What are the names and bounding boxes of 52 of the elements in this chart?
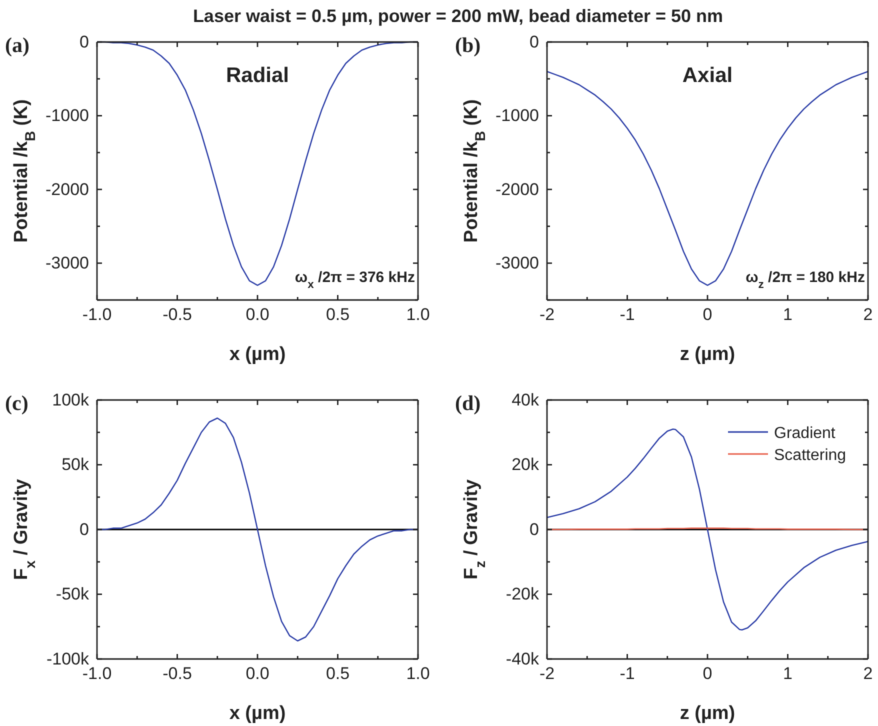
x-tick-label: 0.5	[326, 305, 350, 324]
y-tick-label: -3000	[46, 254, 89, 273]
y-tick-label: 0	[80, 32, 89, 52]
x-tick-label: -1.0	[82, 305, 112, 324]
text: (b)	[455, 33, 481, 57]
annotation: Radial	[226, 64, 290, 87]
x-tick-label: -2	[539, 664, 555, 684]
x-tick-label: 2	[863, 664, 873, 684]
y-tick-label: -20k	[506, 584, 540, 604]
x-tick-label: 1.0	[406, 305, 430, 324]
x-tick-label: 2	[863, 305, 873, 324]
x-tick-label: -1	[620, 305, 635, 324]
y-tick-label: 0	[80, 520, 89, 539]
text: (d)	[455, 391, 481, 415]
x-tick-label: 1	[783, 305, 792, 324]
x-tick-label: 0.5	[326, 664, 350, 684]
text: Laser waist = 0.5 µm, power = 200 mW, bead diameter = 50 nm	[192, 6, 724, 26]
y-tick-label: -40k	[506, 649, 540, 668]
y-tick-label: 40k	[512, 390, 540, 410]
annotation: ω$_{z}$ /2π = 180 kHz	[746, 269, 865, 291]
text: (a)	[5, 33, 30, 57]
x-axis-title: x (µm)	[229, 703, 286, 724]
x-tick-label: 0.0	[246, 664, 270, 684]
y-tick-label: 20k	[512, 455, 540, 474]
x-axis-title: x (µm)	[229, 344, 286, 365]
x-tick-label: 0.0	[246, 305, 270, 324]
y-tick-label: -1000	[46, 106, 89, 126]
x-axis-title: z (µm)	[680, 344, 736, 365]
x-tick-label: 0	[702, 305, 712, 324]
legend-label: Gradient	[774, 425, 836, 442]
x-axis-title: z (µm)	[680, 703, 736, 724]
x-tick-label: -0.5	[162, 305, 192, 324]
x-tick-label: 1	[783, 664, 792, 684]
annotation: ω$_{x}$ /2π = 376 kHz	[294, 269, 415, 291]
x-tick-label: -2	[539, 305, 555, 324]
y-tick-label: -3000	[496, 254, 539, 273]
x-tick-label: -0.5	[162, 664, 192, 684]
y-tick-label: -2000	[496, 180, 539, 199]
legend-label: Scattering	[774, 447, 846, 464]
y-tick-label: -50k	[56, 584, 90, 604]
x-tick-label: 1.0	[406, 664, 430, 684]
text: (c)	[5, 391, 28, 415]
line-series	[546, 428, 869, 631]
y-tick-label: 0	[530, 32, 539, 52]
x-tick-label: -1	[620, 664, 635, 684]
x-tick-label: 0	[702, 664, 712, 684]
y-tick-label: -1000	[496, 106, 539, 126]
y-tick-label: 100k	[52, 390, 90, 410]
y-tick-label: 0	[530, 520, 539, 539]
y-tick-label: -2000	[46, 180, 89, 199]
annotation: Axial	[682, 64, 733, 87]
y-tick-label: 50k	[62, 455, 90, 474]
